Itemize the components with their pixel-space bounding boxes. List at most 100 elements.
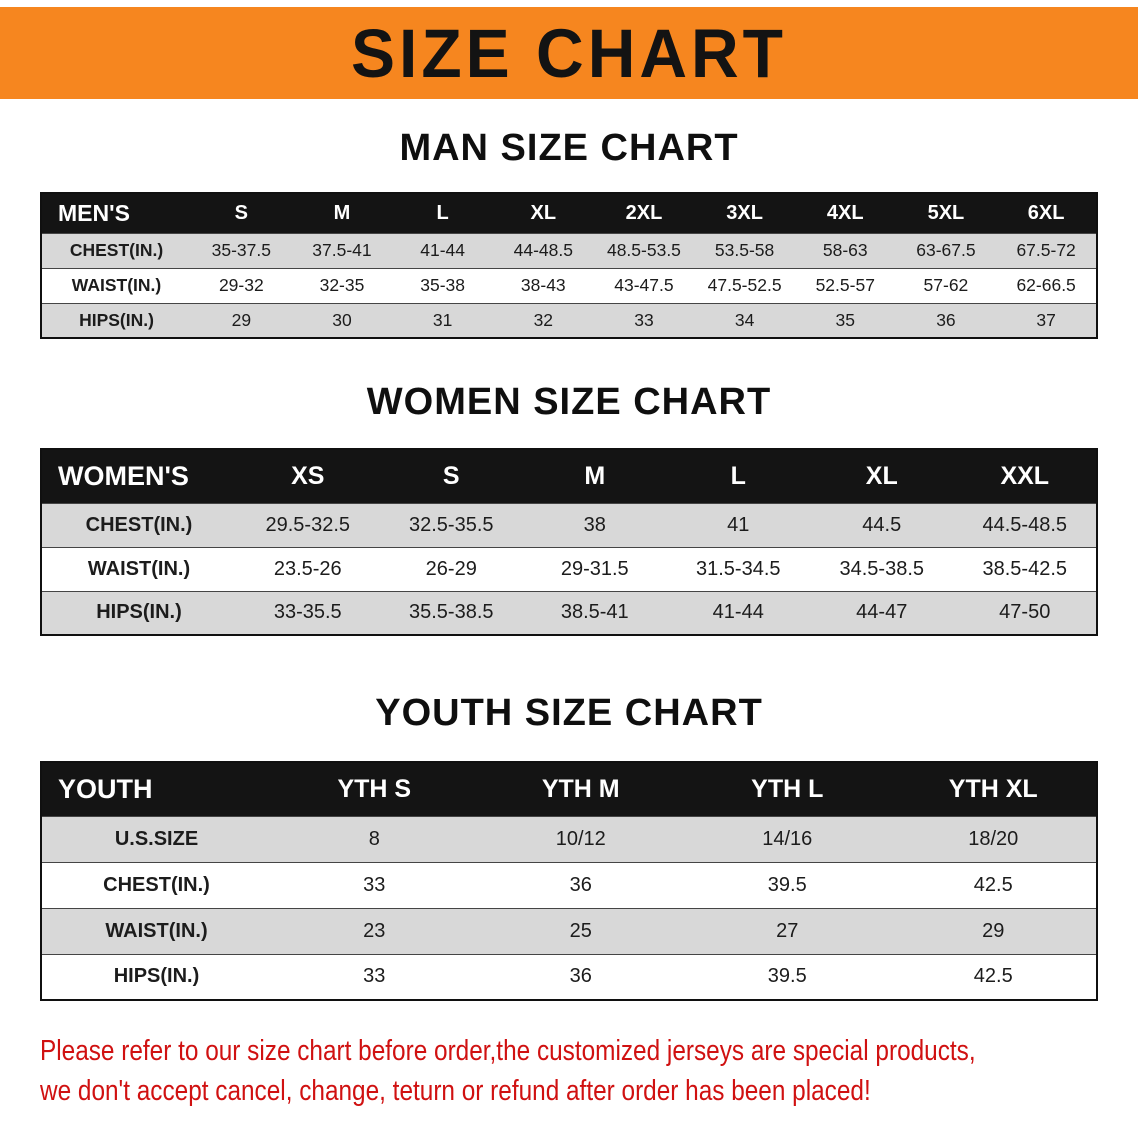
size-value: 39.5	[767, 873, 807, 896]
size-value: 33	[634, 309, 654, 330]
size-value: 41-44	[420, 240, 466, 260]
size-value: 8	[368, 827, 380, 850]
size-value: 23.5-26	[273, 557, 342, 580]
women-size-table: WOMEN'S XS S M L XL XXL CHEST(IN.) 29.5-32.5 32.5…	[40, 448, 1098, 636]
disclaimer-line-1: Please refer to our size chart before or…	[40, 1035, 976, 1067]
size-value: 30	[332, 309, 352, 330]
youth-size-section: YOUTH SIZE CHART YOUTH YTH S YTH M YTH L YTH…	[0, 692, 1138, 1001]
row-label: CHEST(IN.)	[85, 513, 193, 536]
size-column-header: XL	[492, 193, 594, 233]
women-section-heading: WOMEN SIZE CHART	[366, 381, 772, 423]
men-size-table: MEN'S S M L XL 2XL 3XL 4XL 5XL 6XL CHEST(IN.) 35-37…	[40, 192, 1098, 339]
table-row: CHEST(IN.) 33 36 39.5 42.5	[41, 862, 1097, 908]
table-row: WAIST(IN.) 23 25 27 29	[41, 908, 1097, 954]
size-value: 44-47	[856, 601, 908, 624]
row-label: WAIST(IN.)	[71, 275, 162, 295]
row-label: WAIST(IN.)	[87, 557, 191, 580]
size-value: 14/16	[762, 827, 813, 850]
row-label: CHEST(IN.)	[103, 873, 210, 896]
size-value: 32	[533, 309, 554, 330]
size-value: 25	[569, 919, 592, 942]
men-size-section: MAN SIZE CHART MEN'S S M L XL 2XL 3XL 4XL 5XL 6XL…	[0, 127, 1138, 339]
table-row: HIPS(IN.) 33-35.5 35.5-38.5 38.5-41 41-44 44-…	[41, 591, 1097, 635]
size-value: 43-47.5	[614, 275, 674, 295]
size-value: 31.5-34.5	[695, 557, 781, 580]
table-header-row: YOUTH YTH S YTH M YTH L YTH XL	[41, 762, 1097, 816]
row-label: U.S.SIZE	[114, 827, 199, 850]
size-value: 44.5	[862, 513, 902, 536]
size-column-header: YTH XL	[890, 762, 1097, 816]
size-column-header: XS	[236, 449, 380, 503]
row-label: HIPS(IN.)	[79, 309, 154, 330]
youth-section-heading: YOUTH SIZE CHART	[375, 692, 763, 734]
size-column-header: M	[291, 193, 393, 233]
women-size-section: WOMEN SIZE CHART WOMEN'S XS S M L XL XXL CHEST(…	[0, 381, 1138, 636]
size-value: 29	[982, 919, 1005, 942]
table-row: HIPS(IN.) 29 30 31 32 33 34 35 36 37	[41, 303, 1097, 338]
size-value: 44.5-48.5	[982, 513, 1067, 536]
table-header-row: MEN'S S M L XL 2XL 3XL 4XL 5XL 6XL	[41, 193, 1097, 233]
size-value: 31	[432, 309, 453, 330]
size-value: 34	[734, 309, 755, 330]
size-value: 33-35.5	[273, 601, 342, 624]
men-section-heading: MAN SIZE CHART	[399, 127, 739, 169]
size-value: 37	[1036, 309, 1056, 330]
size-value: 29.5-32.5	[265, 513, 350, 536]
size-column-header: 6XL	[996, 193, 1097, 233]
size-value: 41-44	[712, 601, 764, 624]
size-value: 58-63	[822, 240, 868, 260]
size-column-header: S	[191, 193, 292, 233]
size-value: 18/20	[968, 827, 1019, 850]
table-row: HIPS(IN.) 33 36 39.5 42.5	[41, 954, 1097, 1000]
table-title-cell: MEN'S	[41, 193, 191, 233]
table-row: WAIST(IN.) 29-32 32-35 35-38 38-43 43-47.5 47.…	[41, 268, 1097, 303]
size-column-header: YTH M	[477, 762, 684, 816]
youth-size-table: YOUTH YTH S YTH M YTH L YTH XL U.S.SIZE 8 10/12…	[40, 761, 1098, 1001]
size-value: 42.5	[973, 965, 1013, 988]
size-column-header: 3XL	[694, 193, 795, 233]
table-row: U.S.SIZE 8 10/12 14/16 18/20	[41, 816, 1097, 862]
size-value: 47-50	[999, 601, 1051, 624]
size-value: 53.5-58	[714, 240, 775, 260]
size-value: 38.5-41	[560, 601, 629, 624]
size-value: 10/12	[555, 827, 606, 850]
disclaimer-line-2: we don't accept cancel, change, teturn o…	[40, 1075, 871, 1107]
table-header-row: WOMEN'S XS S M L XL XXL	[41, 449, 1097, 503]
size-chart-banner: SIZE CHART	[0, 7, 1138, 99]
size-value: 23	[363, 919, 386, 942]
size-value: 33	[363, 965, 386, 988]
size-value: 67.5-72	[1016, 240, 1076, 260]
row-label: WAIST(IN.)	[105, 919, 208, 942]
size-value: 34.5-38.5	[839, 557, 924, 580]
size-value: 52.5-57	[815, 275, 875, 295]
table-title-cell: WOMEN'S	[41, 449, 236, 503]
row-label: HIPS(IN.)	[113, 965, 200, 988]
size-value: 41	[727, 513, 750, 536]
size-value: 57-62	[923, 275, 969, 295]
size-value: 26-29	[425, 557, 477, 580]
size-value: 35-37.5	[211, 240, 271, 260]
size-value: 48.5-53.5	[606, 240, 681, 260]
size-value: 37.5-41	[312, 240, 372, 260]
size-value: 35	[835, 309, 855, 330]
size-value: 29	[231, 309, 252, 330]
size-value: 27	[776, 919, 799, 942]
table-title-cell: YOUTH	[41, 762, 271, 816]
size-value: 29-32	[218, 275, 264, 295]
row-label: CHEST(IN.)	[69, 240, 164, 260]
size-column-header: 4XL	[794, 193, 896, 233]
size-column-header: L	[666, 449, 810, 503]
size-value: 33	[363, 873, 386, 896]
size-column-header: S	[379, 449, 523, 503]
size-column-header: 5XL	[895, 193, 997, 233]
table-row: WAIST(IN.) 23.5-26 26-29 29-31.5 31.5-34.5 34…	[41, 547, 1097, 591]
table-row: CHEST(IN.) 35-37.5 37.5-41 41-44 44-48.5 48.5…	[41, 233, 1097, 268]
table-row: CHEST(IN.) 29.5-32.5 32.5-35.5 38 41 44.5 44.5…	[41, 503, 1097, 547]
size-column-header: XXL	[953, 449, 1097, 503]
size-column-header: YTH S	[271, 762, 478, 816]
size-value: 35.5-38.5	[408, 601, 494, 624]
size-value: 36	[936, 309, 956, 330]
size-chart-page: SIZE CHART MAN SIZE CHART MEN'S S M L XL 2XL 3…	[0, 7, 1138, 1111]
size-column-header: L	[392, 193, 493, 233]
size-value: 63-67.5	[916, 240, 976, 260]
